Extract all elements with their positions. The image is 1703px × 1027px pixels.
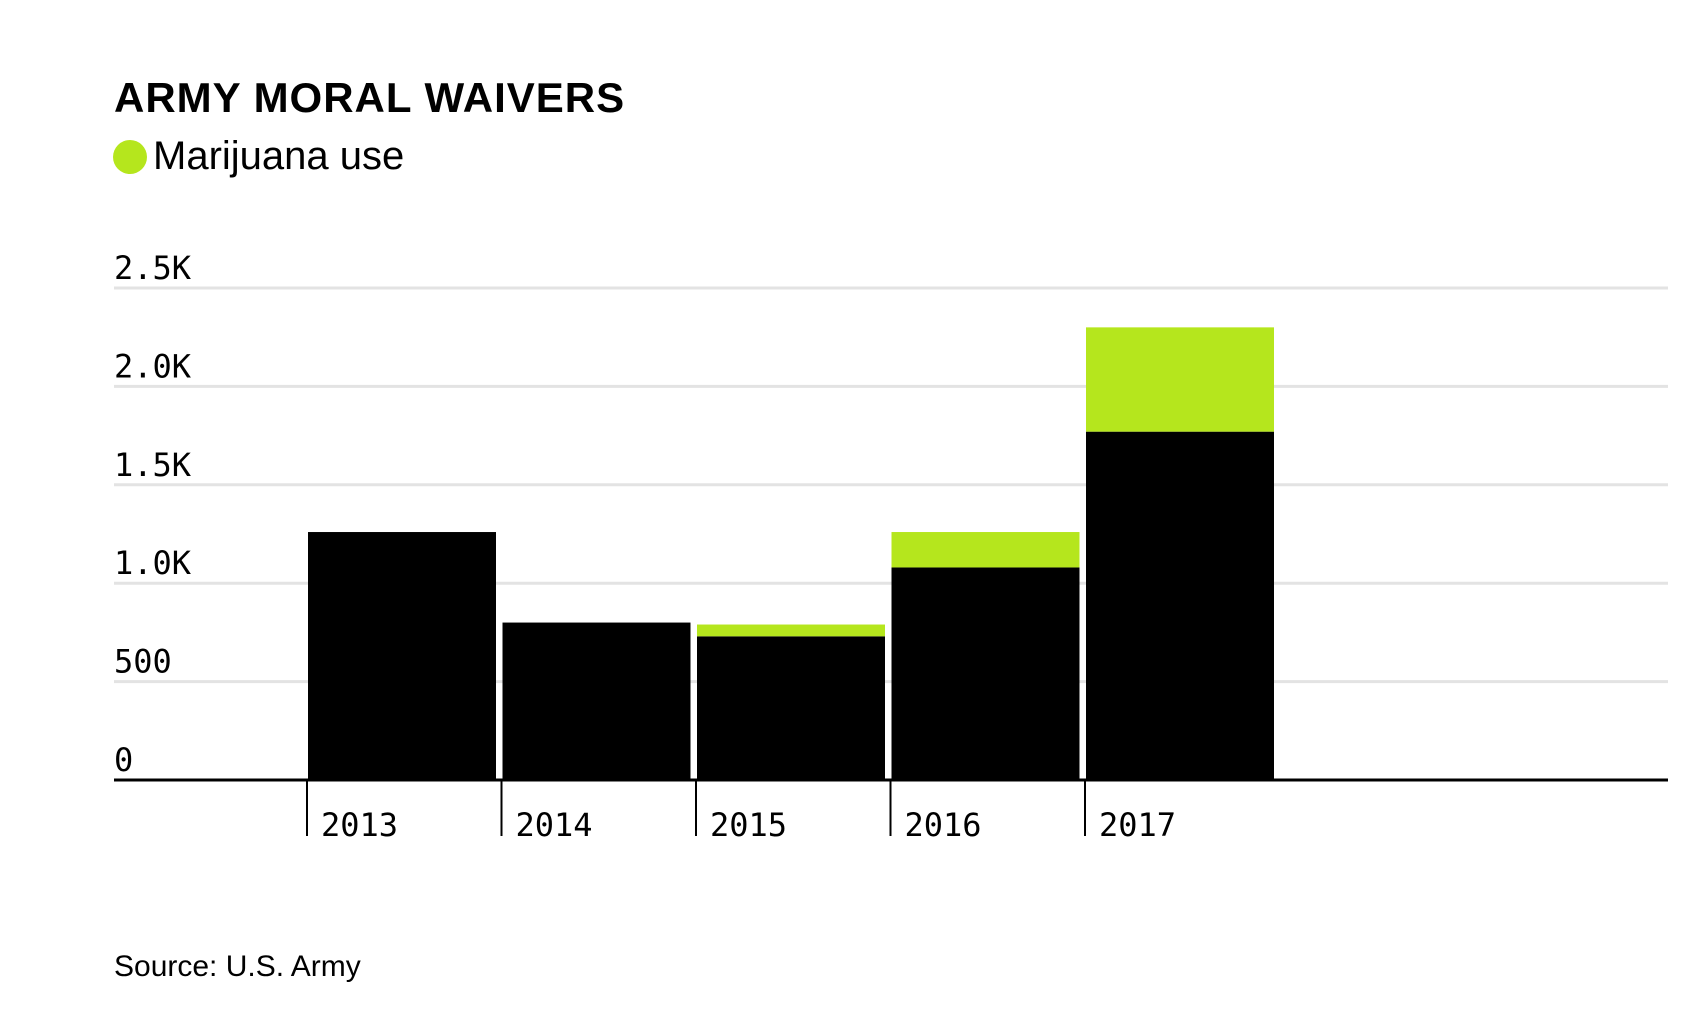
x-tick-label: 2016 <box>905 806 982 844</box>
y-tick-label: 500 <box>114 643 172 681</box>
y-tick-label: 2.0K <box>114 347 192 385</box>
bar-segment-other <box>891 567 1080 780</box>
bar-segment-marijuana <box>1086 327 1274 432</box>
bar-segment-marijuana <box>697 624 885 637</box>
x-tick-label: 2017 <box>1099 806 1176 844</box>
bar-segment-other <box>308 532 496 780</box>
bar-segment-other <box>697 636 885 780</box>
legend: Marijuana use <box>113 134 404 179</box>
y-tick-label: 2.5K <box>114 249 192 287</box>
y-tick-label: 1.0K <box>114 544 192 582</box>
x-tick-label: 2015 <box>710 806 787 844</box>
x-tick-label: 2014 <box>516 806 593 844</box>
bar-segment-other <box>1086 431 1274 780</box>
legend-swatch-marijuana <box>113 139 147 174</box>
legend-label-marijuana: Marijuana use <box>153 134 405 178</box>
chart-title: ARMY MORAL WAIVERS <box>114 74 626 121</box>
y-tick-label: 0 <box>114 741 133 779</box>
y-tick-label: 1.5K <box>114 446 192 484</box>
x-tick-label: 2013 <box>321 806 398 844</box>
source-note: Source: U.S. Army <box>114 950 361 983</box>
bar-segment-marijuana <box>891 532 1080 568</box>
bar-segment-other <box>502 622 691 780</box>
